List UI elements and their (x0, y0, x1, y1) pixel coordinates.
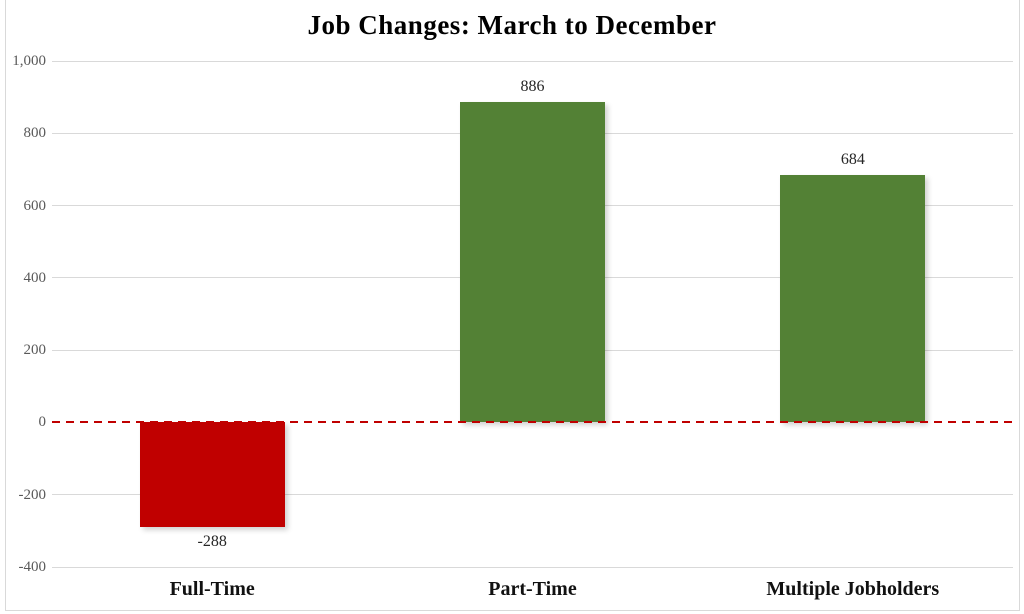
y-tick-label-600: 600 (23, 197, 47, 214)
y-tick-label--200: -200 (18, 486, 47, 503)
y-tick-label-800: 800 (23, 125, 47, 142)
gridline-1000 (52, 60, 1013, 62)
chart-title: Job Changes: March to December (307, 10, 717, 40)
bar-full-time (139, 422, 285, 527)
x-axis: Full-Time Part-Time Multiple Jobholders (52, 567, 1013, 611)
bar-multiple-jobholders (780, 175, 926, 423)
zero-dashed-line (52, 421, 1013, 424)
value-label-full-time: -288 (197, 532, 227, 550)
y-tick-label-400: 400 (23, 269, 47, 286)
y-tick-label-200: 200 (23, 342, 47, 359)
x-category-label-multiple-jobholders: Multiple Jobholders (766, 578, 940, 600)
y-tick-label-1000: 1,000 (12, 53, 46, 69)
y-axis: 1,000 800 600 400 200 0 -200 -400 (0, 53, 47, 575)
plot-area: -288 886 684 (52, 60, 1013, 568)
y-tick-label-0: 0 (38, 414, 47, 431)
gridline--400 (52, 566, 1013, 568)
value-label-multiple-jobholders: 684 (840, 151, 865, 169)
value-label-part-time: 886 (520, 78, 545, 96)
gridline--200 (52, 494, 1013, 496)
x-category-label-part-time: Part-Time (488, 578, 577, 600)
x-category-label-full-time: Full-Time (169, 578, 255, 600)
y-tick-label--400: -400 (18, 559, 47, 575)
bar-part-time (460, 102, 605, 423)
